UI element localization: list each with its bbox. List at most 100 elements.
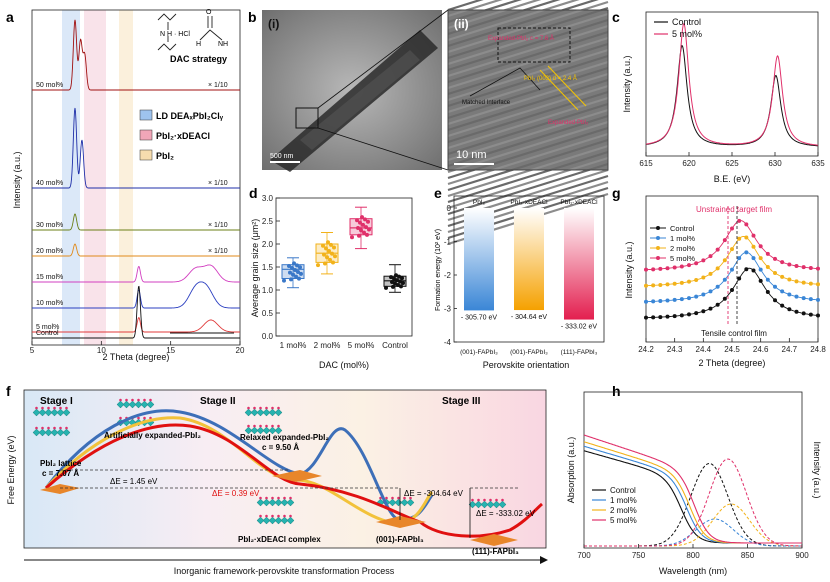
d-xtick-label: 5 mol% [348,341,375,350]
g-xtick-label: 24.3 [667,345,683,354]
crystal-atom [477,498,480,502]
g-point [665,314,670,319]
delta-e-3: ΔE = -304.64 eV [404,489,464,498]
g-point [765,277,770,282]
g-point [765,251,770,256]
fringe [447,54,609,108]
delta-e-4: ΔE = -333.02 eV [476,509,536,518]
e-ytick-label: -1 [444,238,452,247]
box-point [391,284,395,289]
g-point [658,282,663,287]
crystal-atom [265,406,268,410]
crystal-atom [259,514,262,518]
crystal-cell [122,400,131,409]
crystal-cell [280,516,289,525]
e-value-0: - 305.70 eV [461,314,498,321]
box-point [362,230,366,235]
f-xlabel: Inorganic framework-perovskite transform… [174,566,395,576]
panel-f: Stage I Stage II Stage III Free Energy (… [6,389,548,576]
xrd-traces [32,19,240,339]
g-point [808,281,813,286]
c-xtick-label: 635 [811,159,825,168]
box-point [384,285,388,290]
crystal-cell [244,426,253,435]
xrd-trace-4 [32,264,240,283]
crystal-atom [397,496,400,500]
d-ytick-label: 1.5 [262,263,274,272]
box-point [294,274,298,279]
g-point [758,256,763,261]
formula-nh2: NH [218,41,228,48]
g-point [644,315,648,320]
fringe [447,12,609,66]
g-point [780,289,785,294]
crystal-atom [265,514,268,518]
box-point [361,222,365,227]
g-point [751,256,756,261]
g-annot-top: Unstrained target film [696,205,772,214]
f-label-complex: PbI₂·xDEACl complex [238,535,321,544]
g-point [751,268,756,273]
crystal-atom [471,498,474,502]
scale-ii-text: 10 nm [456,149,487,161]
xrd-scale-3: × 1/10 [208,248,228,255]
box-point [366,219,370,224]
h-legend-2: 2 mol% [610,506,637,515]
g-point [687,279,691,284]
tem-label-i: (i) [268,17,279,31]
g-point [658,266,663,271]
g-legend-marker-0 [656,226,660,230]
delta-e-1: ΔE = 1.45 eV [110,477,158,486]
box-point [324,246,328,251]
xrd-label-1: 40 mol% [36,180,63,187]
crystal-cell [262,426,271,435]
g-point [651,267,656,272]
g-point [644,299,648,304]
d-ytick-label: 1.0 [262,286,274,295]
crystal-atom [35,406,38,410]
a-xlabel: 2 Theta (degree) [103,352,170,362]
g-point [687,296,691,301]
crystal-cell [38,408,47,417]
c-legend-0: Control [672,17,701,27]
d-ytick-label: 0.0 [262,332,274,341]
g-point [679,280,684,285]
crystal-atom [131,398,134,402]
platform-3 [376,516,426,528]
legend-complex: PbI₂·xDEACl [156,131,210,141]
crystal-cell [128,400,137,409]
box-point [298,265,302,270]
panel-letter-e: e [434,185,442,201]
box-point [282,278,286,283]
g-point [679,313,684,318]
h-y2label: Intensity (a.u.) [812,441,822,498]
fringe [447,0,599,48]
crystal-cell [62,428,71,437]
crystal-cell [56,428,65,437]
g-trace-0 [646,267,819,319]
box-point [291,272,295,277]
xrd-scale-0: × 1/10 [208,82,228,89]
crystal-atom [277,424,280,428]
g-point [751,244,756,249]
formula-nh-hcl: N H · HCl [160,31,190,38]
xps-trace-0 [645,44,819,147]
box-point [322,252,326,257]
h-xtick-label: 850 [741,551,755,560]
box-point [295,263,299,268]
xrd-trace-2 [32,213,240,231]
crystal-atom [137,398,140,402]
d-ytick-label: 2.5 [262,217,274,226]
crystal-cell [274,498,283,507]
g-point [816,313,820,318]
box-point [293,267,297,272]
stage-1: Stage I [40,396,73,407]
g-point [651,299,656,304]
dashed-box [497,27,571,63]
panel-letter-c: c [612,9,620,25]
crystal-atom [47,426,50,430]
crystal-cell [256,408,265,417]
crystal-cell [274,516,283,525]
g-xtick-label: 24.8 [810,345,826,354]
g-point [722,258,727,263]
